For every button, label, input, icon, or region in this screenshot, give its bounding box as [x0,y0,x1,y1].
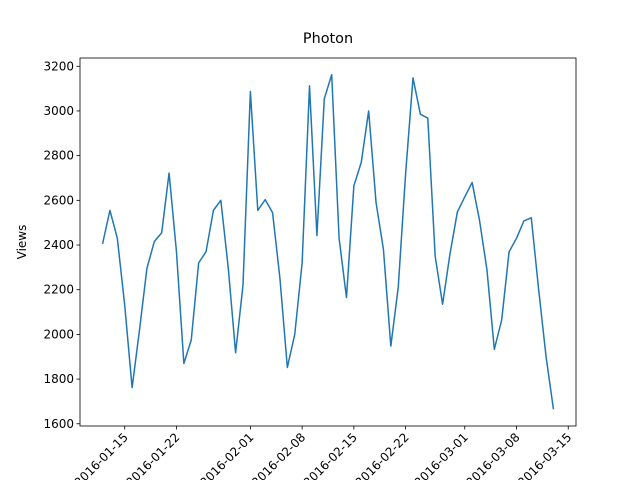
chart-title: Photon [303,31,353,47]
x-tick-label: 2016-02-22 [353,430,412,480]
y-tick-label: 3000 [43,104,74,118]
y-tick-label: 3200 [43,59,74,73]
plot-frame [79,57,577,427]
y-tick-label: 2400 [43,238,74,252]
y-tick-label: 1600 [43,417,74,431]
x-tick-label: 2016-02-08 [249,430,308,480]
y-axis-label: Views [15,225,29,260]
x-tick-label: 2016-02-15 [301,430,360,480]
y-tick-label: 1800 [43,372,74,386]
x-tick-label: 2016-02-01 [197,430,256,480]
y-tick-label: 2600 [43,193,74,207]
y-tick-label: 2200 [43,283,74,297]
y-tick-label: 2000 [43,327,74,341]
x-tick-label: 2016-03-15 [515,430,574,480]
x-tick-label: 2016-01-22 [123,430,182,480]
x-tick-label: 2016-01-15 [72,430,131,480]
y-tick-label: 2800 [43,149,74,163]
x-tick-label: 2016-03-01 [412,430,471,480]
line-series [101,74,555,410]
x-tick-label: 2016-03-08 [463,430,522,480]
